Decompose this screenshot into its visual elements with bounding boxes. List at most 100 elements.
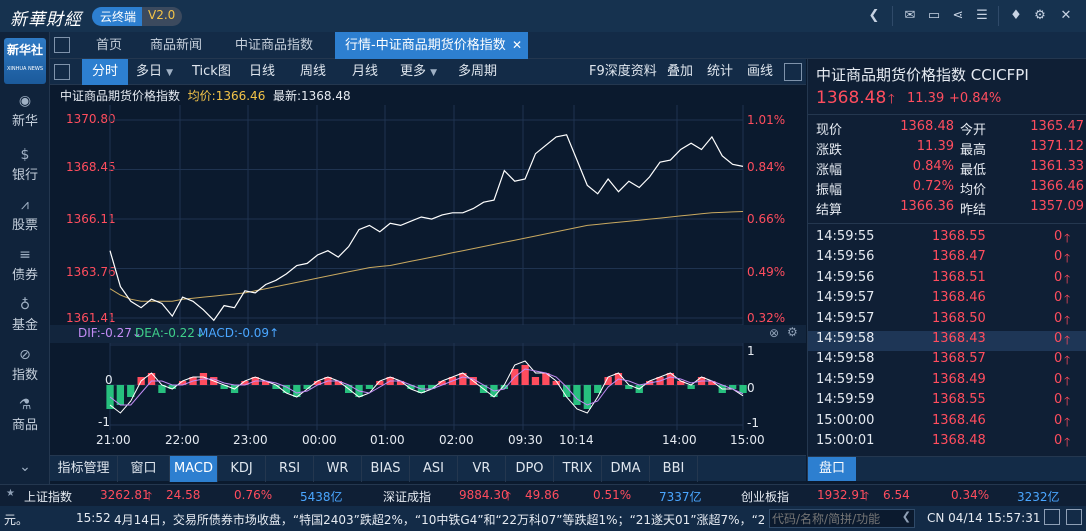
mail-icon[interactable]: ✉ <box>904 8 916 23</box>
nav-more[interactable]: ⌄ <box>0 458 50 476</box>
price-tick: 1368.45 <box>66 160 116 174</box>
dropdown-icon[interactable]: ❮ <box>901 510 911 523</box>
tick-row[interactable]: 14:59:56 1368.47 0 🡑 <box>808 249 1086 269</box>
quote-value: 11.39 <box>916 139 954 154</box>
nav-bond[interactable]: ≡ 债券 <box>0 246 50 283</box>
nav-bank[interactable]: $ 银行 <box>0 146 50 183</box>
tick-row[interactable]: 14:59:58 1368.43 0 🡑 <box>808 331 1086 351</box>
nav-index[interactable]: ⊘ 指数 <box>0 346 50 383</box>
tick-row[interactable]: 14:59:56 1368.51 0 🡑 <box>808 270 1086 290</box>
macd-bar <box>147 373 156 385</box>
xinhua-logo-text: 新华社 <box>6 43 43 57</box>
search-box[interactable]: ❮ <box>769 509 915 528</box>
nav-stock[interactable]: ⩘ 股票 <box>0 196 50 233</box>
panel-toggle-icon[interactable] <box>54 64 70 80</box>
indicator-trix[interactable]: TRIX <box>554 456 602 482</box>
tick-price: 1368.46 <box>932 412 986 428</box>
btn-multiday[interactable]: 多日 ▼ <box>136 59 173 85</box>
close-indicator-icon[interactable]: ⊗ <box>769 326 780 340</box>
tick-time: 14:59:59 <box>816 392 875 408</box>
tick-row[interactable]: 14:59:59 1368.55 0 🡑 <box>808 392 1086 412</box>
tick-vol: 0 <box>1054 392 1063 408</box>
btn-monthly[interactable]: 月线 <box>352 64 379 79</box>
indicator-bias[interactable]: BIAS <box>362 456 410 482</box>
news-text[interactable]: 4月14日，交易所债券市场收盘，“特国2403”跌超2%，“10中铁G4”和“2… <box>114 513 764 527</box>
btn-weekly[interactable]: 周线 <box>300 64 327 79</box>
indicator-bbi[interactable]: BBI <box>650 456 698 482</box>
btn-multi-period[interactable]: 多周期 <box>458 64 498 79</box>
star-icon[interactable]: ★ <box>6 488 15 499</box>
intraday-chart[interactable]: 中证商品期货价格指数 均价:1366.46 最新:1368.48 1370.80… <box>50 85 806 455</box>
tick-vol: 0 <box>1054 412 1063 428</box>
btn-draw[interactable]: 画线 <box>747 64 774 79</box>
btn-more[interactable]: 更多 ▼ <box>400 59 437 85</box>
indicator-kdj[interactable]: KDJ <box>218 456 266 482</box>
search-input[interactable] <box>772 511 894 526</box>
macd-bar <box>168 385 176 389</box>
indicator-dma[interactable]: DMA <box>602 456 650 482</box>
tab-quote[interactable]: 行情-中证商品期货价格指数 ✕ <box>335 32 528 59</box>
indicator-wr[interactable]: WR <box>314 456 362 482</box>
indicator-dpo[interactable]: DPO <box>506 456 554 482</box>
back-icon[interactable]: ❮ <box>868 8 880 23</box>
btn-daily[interactable]: 日线 <box>249 64 276 79</box>
layout-icon[interactable] <box>54 37 70 53</box>
btn-f9[interactable]: F9深度资料 <box>589 64 657 79</box>
macd-bar <box>677 381 685 385</box>
close-tab-icon[interactable]: ✕ <box>511 38 522 52</box>
skin-icon[interactable]: ♦ <box>1010 8 1022 23</box>
collapse-panel-icon[interactable] <box>784 63 802 81</box>
chat-icon[interactable]: ▭ <box>927 8 941 23</box>
version-badge[interactable]: 云终端 V2.0 <box>92 7 183 26</box>
nav-xinhua[interactable]: ◉ 新华 <box>0 92 50 129</box>
tick-row[interactable]: 14:59:58 1368.57 0 🡑 <box>808 351 1086 371</box>
indicator-macd[interactable]: MACD <box>170 456 218 482</box>
tab-csi-commodity-index[interactable]: 中证商品指数 <box>235 38 314 53</box>
tick-row[interactable]: 15:00:00 1368.46 0 🡑 <box>808 413 1086 433</box>
share-icon[interactable]: ⋖ <box>952 8 964 23</box>
settings-icon[interactable]: ⚙ <box>1034 8 1046 23</box>
btn-tick[interactable]: Tick图 <box>192 64 231 79</box>
macd-bar <box>666 373 674 385</box>
macd-bar <box>542 373 550 385</box>
tick-row[interactable]: 14:59:57 1368.46 0 🡑 <box>808 290 1086 310</box>
lock-icon[interactable] <box>1044 509 1060 525</box>
indicator-manage[interactable]: 指标管理 <box>50 456 118 482</box>
tab-orderbook[interactable]: 盘口 <box>808 457 856 481</box>
settings-icon[interactable]: ⚙ <box>787 325 798 339</box>
indicator-asi[interactable]: ASI <box>410 456 458 482</box>
caret-down-icon: ▼ <box>430 68 438 78</box>
price-line <box>109 134 744 322</box>
tick-time: 14:59:57 <box>816 310 875 326</box>
quote-value: 1371.12 <box>1030 139 1084 154</box>
btn-overlay[interactable]: 叠加 <box>667 64 694 79</box>
macd-bar <box>376 381 384 385</box>
tick-price: 1368.57 <box>932 351 986 367</box>
indicator-window[interactable]: 窗口 <box>118 456 170 482</box>
layout-icon[interactable] <box>1066 509 1082 525</box>
nav-commodity[interactable]: ⚗ 商品 <box>0 396 50 433</box>
quote-label: 今开 <box>960 123 987 138</box>
pct-tick: 0.49% <box>747 265 786 279</box>
btn-timeshare[interactable]: 分时 <box>82 59 128 85</box>
menu-icon[interactable]: ☰ <box>976 8 988 23</box>
nav-fund[interactable]: ♁ 基金 <box>0 296 50 333</box>
tick-row[interactable]: 14:59:59 1368.49 0 🡑 <box>808 372 1086 392</box>
xinhua-logo[interactable]: 新华社 XINHUA NEWS <box>4 38 46 84</box>
tick-row[interactable]: 14:59:55 1368.55 0 🡑 <box>808 229 1086 249</box>
tick-row[interactable]: 15:00:01 1368.48 0 🡑 <box>808 433 1086 453</box>
macd-bar <box>687 385 695 389</box>
macd-bar <box>293 385 301 397</box>
tick-row[interactable]: 14:59:57 1368.50 0 🡑 <box>808 311 1086 331</box>
indicator-rsi[interactable]: RSI <box>266 456 314 482</box>
btn-stats[interactable]: 统计 <box>707 64 734 79</box>
divider <box>892 6 893 26</box>
chart-title: 中证商品期货价格指数 <box>60 89 181 103</box>
macd-bar <box>179 381 187 385</box>
close-icon[interactable]: ✕ <box>1060 8 1072 23</box>
quote-value: 0.72% <box>912 179 954 194</box>
tab-home[interactable]: 首页 <box>96 38 123 53</box>
tab-commodity-news[interactable]: 商品新闻 <box>150 38 203 53</box>
indicator-vr[interactable]: VR <box>458 456 506 482</box>
news-ticker: 元。 15:52 4月14日，交易所债券市场收盘，“特国2403”跌超2%，“1… <box>0 506 1086 531</box>
